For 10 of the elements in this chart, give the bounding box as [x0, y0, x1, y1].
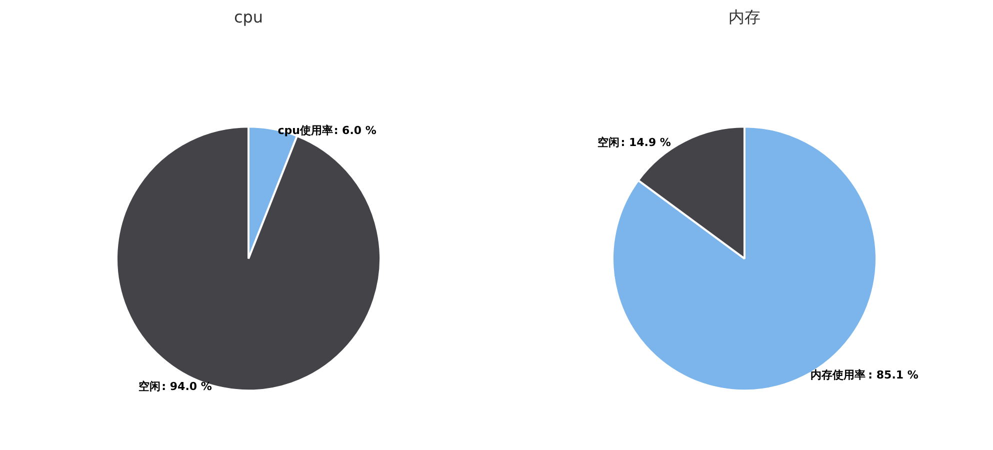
data-label: : 94.0 % — [162, 380, 212, 394]
chart-title: 内存 — [728, 8, 760, 26]
slice-label: 内存使用率 — [810, 368, 866, 382]
slice-label: cpu使用率 — [278, 124, 333, 138]
data-label: : 14.9 % — [620, 136, 671, 149]
slice-label: 空闲 — [138, 380, 161, 394]
data-label: : 85.1 % — [868, 368, 918, 382]
data-label: : 6.0 % — [334, 124, 376, 138]
chart-title: cpu — [234, 8, 264, 26]
slice-label: 空闲 — [598, 136, 620, 149]
